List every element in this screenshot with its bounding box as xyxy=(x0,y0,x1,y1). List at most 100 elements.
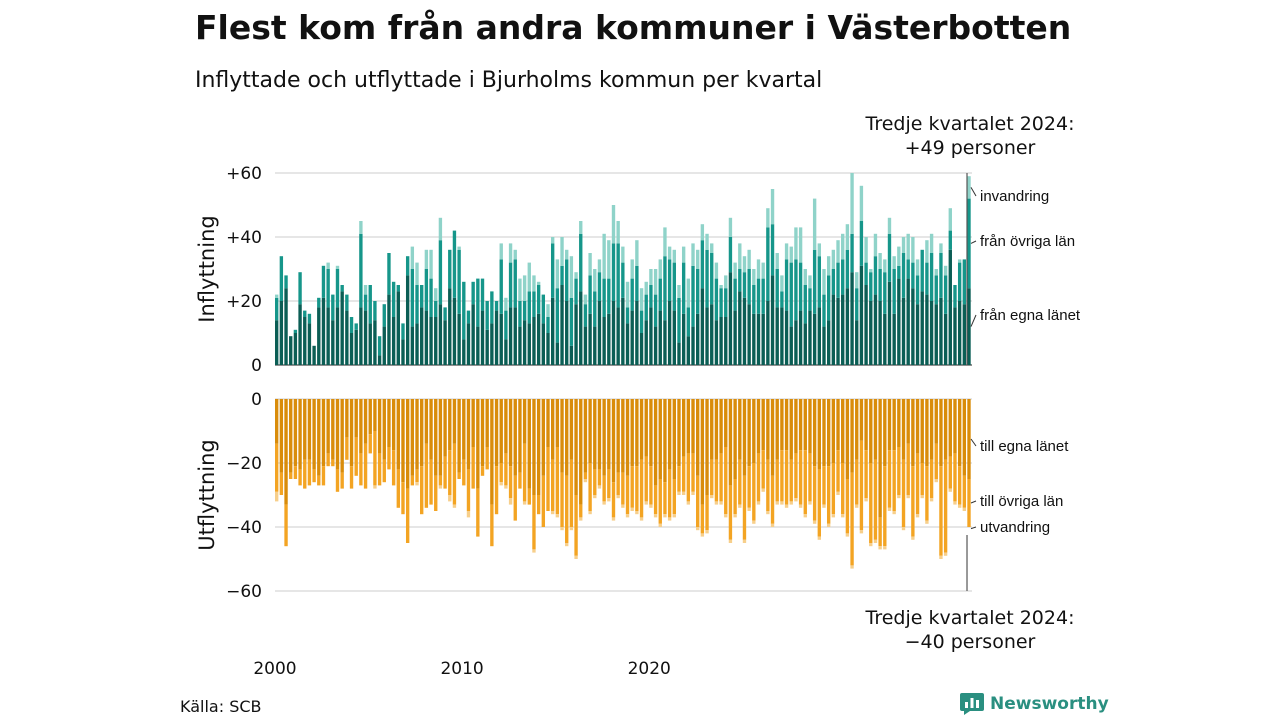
bar-out-0 xyxy=(887,399,892,451)
bar-in-0 xyxy=(887,281,892,365)
bar-out-0 xyxy=(808,399,812,454)
bar-in-1 xyxy=(621,262,625,298)
bar-out-1 xyxy=(434,475,438,511)
series-label-in: från egna länet xyxy=(980,307,1081,324)
bar-in-2 xyxy=(803,269,807,285)
bar-out-2 xyxy=(621,504,625,508)
bar-out-0 xyxy=(345,399,349,438)
bar-in-0 xyxy=(518,326,522,365)
bar-out-1 xyxy=(784,450,789,505)
bar-in-0 xyxy=(747,304,751,365)
bar-in-1 xyxy=(340,285,344,292)
bar-in-1 xyxy=(845,249,850,289)
bar-out-1 xyxy=(382,459,386,483)
bar-in-2 xyxy=(770,189,775,225)
bar-in-1 xyxy=(663,256,667,321)
bar-out-2 xyxy=(817,536,821,540)
bar-out-0 xyxy=(555,399,560,447)
bar-out-2 xyxy=(850,565,854,569)
bar-in-2 xyxy=(569,256,574,298)
bar-in-0 xyxy=(298,304,302,365)
bar-in-0 xyxy=(794,320,798,365)
bar-out-0 xyxy=(476,399,480,489)
bar-in-2 xyxy=(948,208,952,231)
bar-out-0 xyxy=(532,399,536,495)
leader-out xyxy=(970,526,977,530)
bar-out-1 xyxy=(897,447,901,495)
bar-in-1 xyxy=(967,198,971,289)
bar-out-1 xyxy=(649,466,653,505)
bar-out-2 xyxy=(653,514,658,518)
bar-out-0 xyxy=(536,399,541,495)
bar-out-2 xyxy=(663,514,667,518)
bar-in-1 xyxy=(490,291,494,324)
bar-out-0 xyxy=(836,399,840,451)
bar-in-2 xyxy=(728,217,733,237)
bar-out-0 xyxy=(733,399,737,479)
bar-in-1 xyxy=(429,278,433,317)
bar-out-1 xyxy=(579,504,583,518)
bar-out-2 xyxy=(672,514,676,518)
bar-out-2 xyxy=(635,511,639,515)
bar-in-0 xyxy=(869,301,873,365)
bar-in-0 xyxy=(434,317,438,365)
bar-in-0 xyxy=(373,320,377,365)
bar-out-1 xyxy=(569,459,574,527)
bar-in-0 xyxy=(303,317,307,365)
bar-in-1 xyxy=(326,269,330,308)
bar-out-0 xyxy=(293,399,298,467)
bar-in-1 xyxy=(513,259,517,308)
bar-out-0 xyxy=(714,399,719,460)
bar-in-0 xyxy=(541,323,546,365)
bar-in-0 xyxy=(340,291,344,365)
bar-in-0 xyxy=(859,265,864,365)
bar-out-0 xyxy=(307,399,312,460)
bar-out-1 xyxy=(915,453,920,515)
bar-out-0 xyxy=(410,399,415,476)
bar-out-0 xyxy=(396,399,400,470)
bar-out-2 xyxy=(747,507,751,511)
bar-out-1 xyxy=(845,479,850,534)
bar-in-0 xyxy=(284,288,288,365)
bar-in-1 xyxy=(522,301,527,321)
bar-in-0 xyxy=(677,342,681,365)
bar-in-2 xyxy=(597,259,602,273)
bar-in-2 xyxy=(653,269,658,295)
bar-in-2 xyxy=(724,275,728,289)
bar-out-1 xyxy=(869,463,873,543)
bar-out-2 xyxy=(611,517,616,521)
bar-in-1 xyxy=(770,224,775,276)
bar-out-1 xyxy=(939,466,943,556)
bar-in-0 xyxy=(579,291,583,365)
bar-out-2 xyxy=(700,533,705,537)
bar-in-2 xyxy=(593,269,597,292)
bar-out-0 xyxy=(639,399,644,460)
bar-in-2 xyxy=(700,224,705,241)
bar-in-1 xyxy=(611,243,616,301)
bar-in-0 xyxy=(649,307,653,365)
bar-in-1 xyxy=(920,249,924,292)
bar-in-1 xyxy=(560,265,564,285)
bar-in-1 xyxy=(335,269,340,308)
bar-in-0 xyxy=(845,288,850,365)
bar-out-1 xyxy=(448,450,452,495)
bar-in-2 xyxy=(864,237,868,263)
bar-out-1 xyxy=(415,469,419,483)
bar-out-1 xyxy=(794,453,798,499)
bar-in-1 xyxy=(391,281,396,317)
bar-out-0 xyxy=(915,399,920,454)
bar-out-1 xyxy=(410,475,415,486)
bar-out-1 xyxy=(635,466,639,511)
bar-in-1 xyxy=(331,294,335,321)
bar-out-1 xyxy=(948,456,952,489)
bar-in-1 xyxy=(906,259,910,279)
bar-in-1 xyxy=(934,275,938,305)
bar-out-1 xyxy=(607,469,611,499)
bar-in-2 xyxy=(579,221,583,234)
bar-out-0 xyxy=(710,399,714,460)
source-note: Källa: SCB xyxy=(180,697,262,716)
bar-out-2 xyxy=(775,501,779,505)
bar-in-1 xyxy=(738,269,742,292)
bar-out-0 xyxy=(434,399,438,476)
bar-out-0 xyxy=(279,399,284,473)
